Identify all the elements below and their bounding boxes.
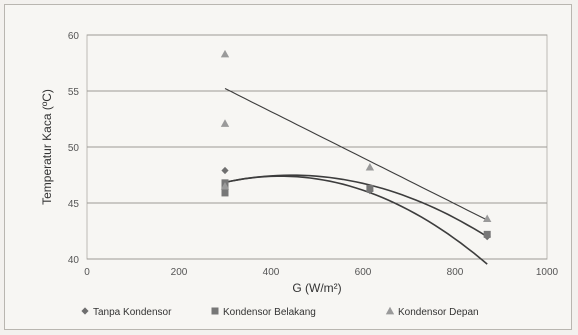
data-point-triangle [220,119,230,127]
y-tick-label: 40 [68,255,80,266]
data-point-square [366,184,374,192]
data-point-square [221,189,229,197]
trendline-triangle [224,88,488,221]
data-point-triangle [483,214,492,223]
y-tick-label: 55 [68,87,80,98]
trendline-square [224,175,488,265]
data-point-triangle [365,162,375,171]
legend-label: Kondensor Depan [398,307,479,318]
legend-marker-square [211,307,219,315]
x-tick-label: 400 [263,267,280,278]
chart-frame: 40 45 50 55 60 0 200 400 600 800 1000 G (W/m²) Tempe… [4,4,572,330]
trendline-diamond [224,174,488,238]
data-point-triangle [220,49,230,58]
legend-label: Tanpa Kondensor [93,307,172,318]
y-axis-title: Temperatur Kaca (ºC) [40,89,54,205]
x-tick-label: 600 [355,267,372,278]
x-tick-label: 0 [84,267,90,278]
x-tick-label: 800 [447,267,464,278]
y-tick-label: 60 [68,31,80,42]
data-point-triangle [220,182,230,190]
y-tick-label: 45 [68,199,80,210]
data-point-square [483,230,491,238]
legend-label: Kondensor Belakang [223,307,316,318]
x-tick-label: 200 [171,267,188,278]
y-tick-label: 50 [68,143,80,154]
x-tick-label: 1000 [536,267,559,278]
data-point-diamond [221,166,229,175]
x-axis-title: G (W/m²) [292,281,341,295]
legend-marker-triangle [385,306,395,315]
legend-marker-diamond [81,307,89,315]
